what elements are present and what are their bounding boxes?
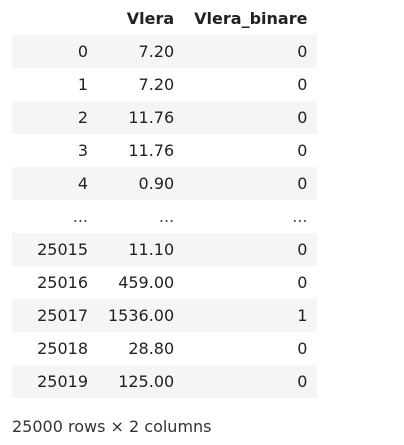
header-row: Vlera Vlera_binare [12, 2, 317, 35]
dataframe-output: Vlera Vlera_binare 0 7.20 0 1 7.20 0 2 1… [12, 2, 318, 398]
cell-vlera-binare: 0 [297, 107, 308, 127]
cell-vlera: 1536.00 [108, 305, 175, 325]
row-index: 2 [77, 107, 88, 127]
cell-vlera: 28.80 [128, 338, 175, 358]
table-row: 25018 28.80 0 [12, 332, 317, 365]
cell-vlera-binare: 0 [297, 371, 308, 391]
cell-vlera: 0.90 [138, 173, 175, 193]
row-index: 0 [77, 41, 88, 61]
cell-vlera: 125.00 [118, 371, 175, 391]
table-row: 1 7.20 0 [12, 68, 317, 101]
dataframe-table: Vlera Vlera_binare 0 7.20 0 1 7.20 0 2 1… [12, 2, 318, 398]
cell-vlera: 7.20 [138, 74, 175, 94]
cell-vlera: 11.76 [128, 107, 175, 127]
cell-vlera-binare: 0 [297, 74, 308, 94]
cell-vlera: 11.10 [128, 239, 175, 259]
cell-vlera-binare: 0 [297, 338, 308, 358]
cell-vlera-binare: 0 [297, 239, 308, 259]
row-index: 3 [77, 140, 88, 160]
cell-vlera-binare: 1 [297, 305, 308, 325]
cell-vlera: 7.20 [138, 41, 175, 61]
row-index: 25017 [37, 305, 88, 325]
cell-vlera-binare: ... [292, 206, 308, 226]
row-index: 25019 [37, 371, 88, 391]
table-row: 2 11.76 0 [12, 101, 318, 134]
column-header-vlera: Vlera [126, 8, 175, 28]
row-index: 4 [77, 173, 88, 193]
table-row: 25016 459.00 0 [12, 266, 317, 299]
table-row: 4 0.90 0 [12, 167, 318, 200]
row-index: ... [72, 206, 88, 226]
ellipsis-row: ... ... ... [12, 200, 317, 233]
cell-vlera: 11.76 [128, 140, 175, 160]
table-row: 3 11.76 0 [12, 134, 317, 167]
row-index: 25018 [37, 338, 88, 358]
dataframe-shape-note: 25000 rows × 2 columns [12, 417, 212, 436]
row-index: 1 [77, 74, 88, 94]
row-index: 25015 [37, 239, 88, 259]
table-row: 25015 11.10 0 [12, 233, 318, 266]
table-row: 25019 125.00 0 [12, 365, 318, 398]
cell-vlera-binare: 0 [297, 272, 308, 292]
index-header [12, 2, 98, 35]
cell-vlera: ... [158, 206, 175, 226]
table-row: 25017 1536.00 1 [12, 299, 318, 332]
cell-vlera-binare: 0 [297, 140, 308, 160]
table-row: 0 7.20 0 [12, 35, 318, 68]
cell-vlera-binare: 0 [297, 173, 308, 193]
column-header-vlera-binare: Vlera_binare [194, 8, 308, 28]
row-index: 25016 [37, 272, 88, 292]
cell-vlera-binare: 0 [297, 41, 308, 61]
cell-vlera: 459.00 [118, 272, 175, 292]
